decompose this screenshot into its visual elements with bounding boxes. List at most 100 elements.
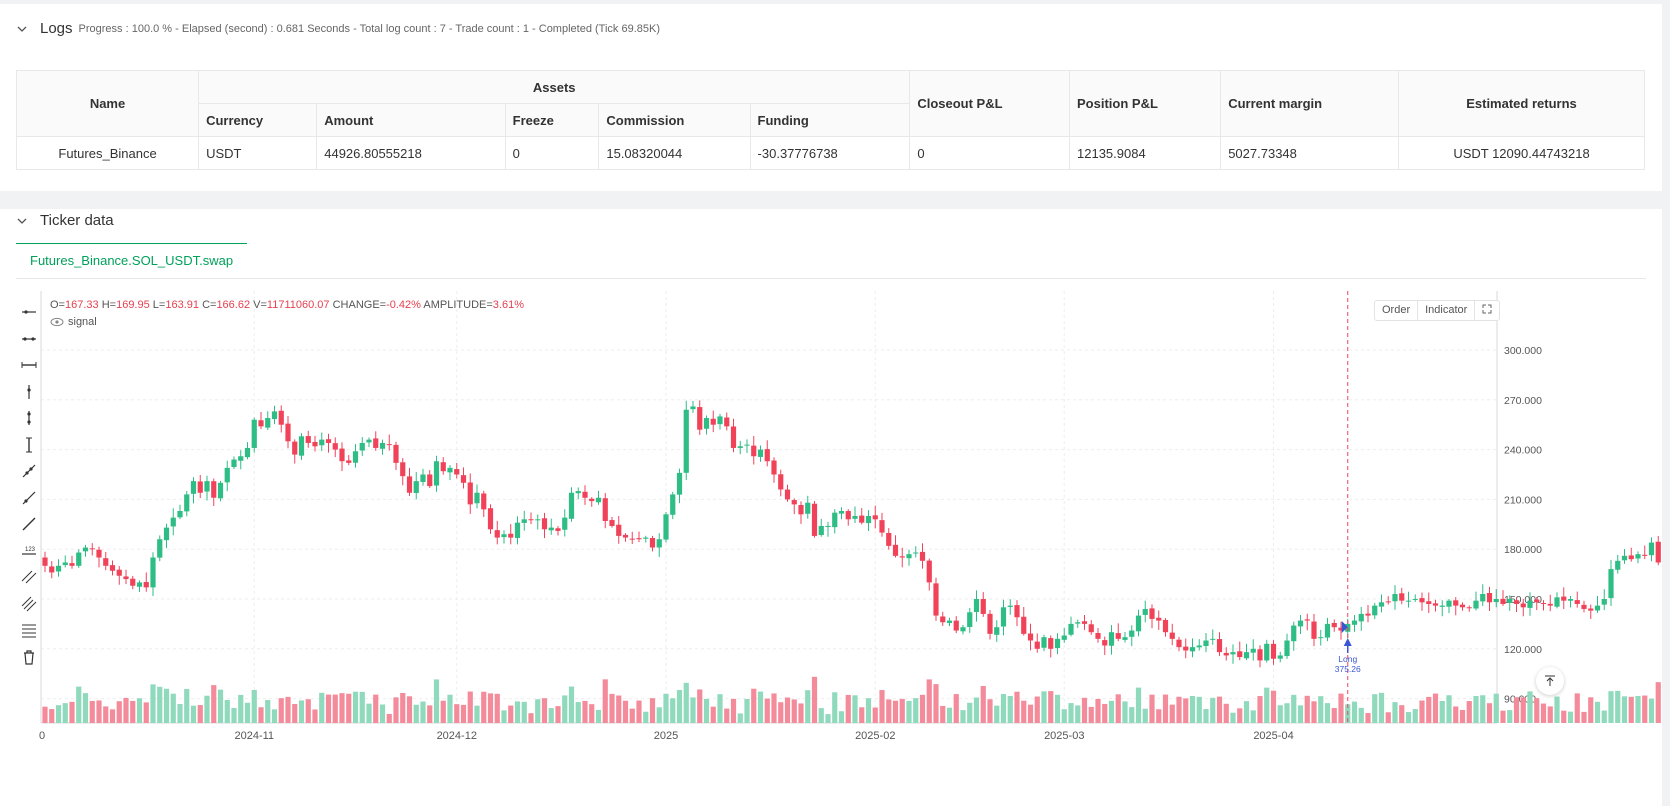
- tab-divider: [16, 278, 1646, 279]
- signal-indicator-row[interactable]: signal: [50, 316, 97, 328]
- candlestick-chart[interactable]: 90.000120.000150.000180.000210.000240.00…: [0, 291, 1662, 806]
- candle: [1237, 651, 1243, 658]
- trash-icon[interactable]: [18, 648, 40, 666]
- signal-text: Long: [1338, 654, 1357, 664]
- volume-bar: [285, 696, 291, 723]
- vertical-line-icon[interactable]: [18, 436, 40, 454]
- candle: [1156, 617, 1162, 621]
- volume-bar: [919, 694, 926, 723]
- candle: [103, 558, 109, 566]
- parallel-channel-icon[interactable]: [18, 568, 40, 586]
- candle: [555, 528, 561, 531]
- cell-funding: -30.37776738: [749, 136, 911, 170]
- candle: [1378, 602, 1385, 607]
- candle: [886, 532, 892, 546]
- candle: [1615, 560, 1621, 570]
- candle: [454, 469, 460, 475]
- volume-bar: [1426, 696, 1432, 723]
- fibonacci-icon[interactable]: [18, 621, 40, 639]
- volume-bar: [697, 689, 703, 723]
- candle: [960, 627, 966, 632]
- ticker-header[interactable]: Ticker data: [16, 212, 114, 229]
- volume-bar: [1473, 695, 1479, 723]
- chevron-down-icon[interactable]: [16, 215, 28, 227]
- indicator-button[interactable]: Indicator: [1418, 301, 1476, 320]
- volume-bar: [629, 708, 635, 723]
- vertical-segment-icon[interactable]: [18, 409, 40, 427]
- volume-bar: [116, 701, 122, 723]
- volume-bar: [143, 702, 149, 723]
- chart-area[interactable]: 90.000120.000150.000180.000210.000240.00…: [0, 291, 1662, 806]
- price-channel-icon[interactable]: [18, 595, 40, 613]
- candle: [55, 565, 62, 572]
- candle: [1270, 643, 1277, 659]
- assets-table: Name Assets Closeout P&L Position P&L Cu…: [15, 70, 1645, 170]
- candle: [1122, 637, 1128, 640]
- chevron-down-icon[interactable]: [16, 23, 28, 35]
- volume-bar: [1237, 708, 1243, 723]
- candle: [1432, 603, 1439, 606]
- volume-bar: [892, 700, 899, 723]
- candle: [406, 476, 413, 493]
- ray-line-icon[interactable]: [18, 489, 40, 507]
- volume-bar: [1372, 694, 1378, 723]
- volume-bar: [379, 704, 386, 723]
- volume-bar: [541, 698, 548, 723]
- volume-bar: [818, 708, 824, 723]
- volume-bar: [447, 694, 453, 723]
- candle: [177, 511, 183, 518]
- fullscreen-button[interactable]: [1475, 301, 1499, 320]
- price-line-icon[interactable]: 123: [18, 542, 40, 560]
- order-button[interactable]: Order: [1375, 301, 1419, 320]
- volume-bar: [1277, 705, 1283, 723]
- volume-bar: [420, 701, 426, 723]
- candle: [359, 442, 365, 451]
- volume-bar: [305, 699, 311, 723]
- candle: [1000, 607, 1007, 627]
- volume-bar: [292, 703, 298, 723]
- candle: [798, 505, 804, 515]
- volume-bar: [76, 686, 82, 723]
- horizontal-line-icon[interactable]: [18, 356, 40, 374]
- volume-bar: [393, 697, 399, 723]
- scroll-to-top-button[interactable]: [1536, 667, 1564, 695]
- horizontal-ray-icon[interactable]: [18, 303, 40, 321]
- candle: [204, 481, 210, 492]
- volume-bar: [1095, 698, 1101, 723]
- trend-line-icon[interactable]: [18, 462, 40, 480]
- high-label: H=: [101, 299, 117, 311]
- candle: [89, 548, 95, 550]
- candle: [1277, 655, 1283, 659]
- volume-bar: [1439, 700, 1445, 723]
- volume-bar: [359, 691, 365, 723]
- candle: [184, 494, 190, 512]
- candle: [541, 518, 548, 530]
- candle: [251, 419, 257, 448]
- low-value: 163.91: [165, 299, 199, 311]
- volume-bar: [980, 685, 986, 723]
- candle: [1088, 624, 1094, 633]
- logs-header[interactable]: Logs Progress : 100.0 % - Elapsed (secon…: [16, 20, 660, 37]
- volume-bar: [130, 700, 136, 723]
- signal-flag-icon: [1341, 621, 1348, 633]
- ticker-panel: Ticker data Futures_Binance.SOL_USDT.swa…: [0, 209, 1662, 806]
- candle: [1608, 569, 1614, 599]
- signal-value: 375.26: [1335, 664, 1361, 674]
- volume-bar: [771, 693, 777, 723]
- candle: [811, 503, 818, 536]
- candle: [865, 516, 872, 524]
- volume-bar: [440, 700, 446, 723]
- volume-bar: [1480, 695, 1486, 723]
- horizontal-segment-icon[interactable]: [18, 330, 40, 348]
- segment-line-icon[interactable]: [18, 515, 40, 533]
- eye-icon[interactable]: [50, 317, 64, 327]
- volume-bar: [460, 704, 467, 723]
- tab-sol-usdt[interactable]: Futures_Binance.SOL_USDT.swap: [16, 243, 248, 278]
- volume-bar: [197, 705, 203, 723]
- y-tick-label: 120.000: [1504, 644, 1542, 656]
- vertical-ray-icon[interactable]: [18, 383, 40, 401]
- volume-bar: [278, 698, 284, 723]
- volume-bar: [1635, 696, 1641, 723]
- volume-bar: [724, 708, 730, 723]
- low-label: L=: [152, 299, 166, 311]
